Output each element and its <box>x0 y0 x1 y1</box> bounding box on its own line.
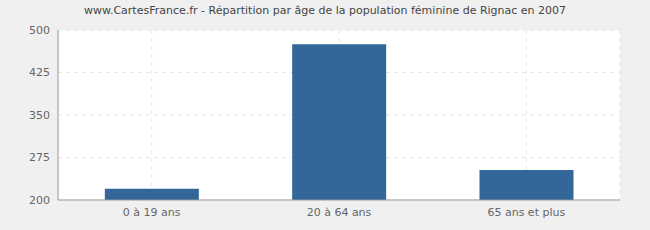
svg-text:500: 500 <box>29 24 50 37</box>
svg-text:350: 350 <box>29 109 50 122</box>
svg-text:275: 275 <box>29 151 50 164</box>
html-text:www.CartesFrance.fr - Répartit: www.CartesFrance.fr - Répartition par âg… <box>83 4 567 17</box>
svg-text:200: 200 <box>29 194 50 207</box>
svg-text:0 à 19 ans: 0 à 19 ans <box>123 206 181 219</box>
svg-text:65 ans et plus: 65 ans et plus <box>487 206 565 219</box>
svg-text:20 à 64 ans: 20 à 64 ans <box>307 206 372 219</box>
svg-text:425: 425 <box>29 66 50 79</box>
